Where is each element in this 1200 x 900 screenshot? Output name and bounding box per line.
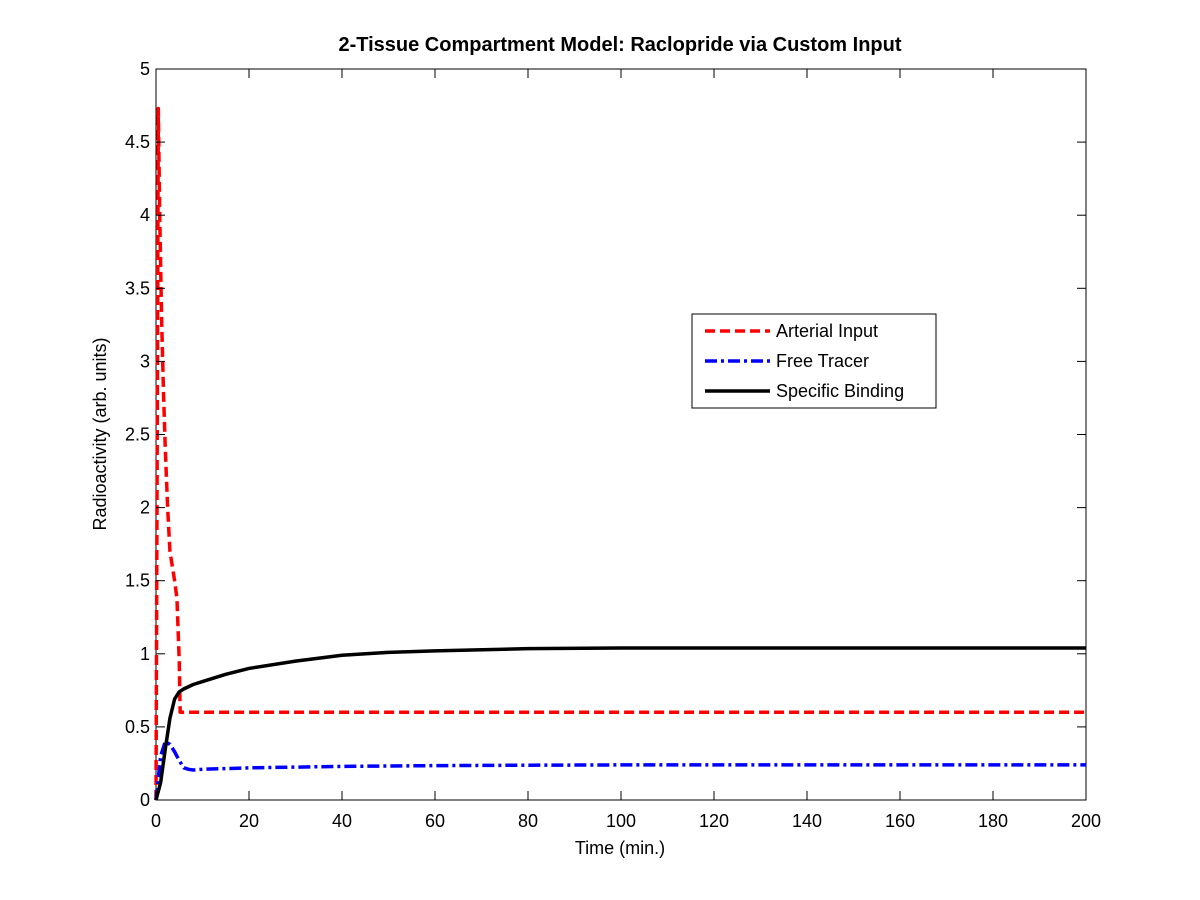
series-line-arterial-input	[154, 106, 1086, 801]
legend-label-arterial-input: Arterial Input	[776, 321, 878, 341]
plot-area	[155, 68, 1087, 801]
x-tick-label: 120	[699, 811, 729, 831]
legend-label-specific-binding: Specific Binding	[776, 381, 904, 401]
x-tick-label: 100	[606, 811, 636, 831]
x-tick-label: 80	[518, 811, 538, 831]
y-tick-label: 3.5	[125, 278, 150, 298]
x-tick-label: 60	[425, 811, 445, 831]
x-axis-label: Time (min.)	[575, 838, 665, 858]
series-line-specific-binding	[154, 646, 1086, 801]
chart-title: 2-Tissue Compartment Model: Raclopride v…	[338, 34, 901, 56]
y-tick-label: 3	[140, 351, 150, 371]
ticks-layer: 0 20 40 60 80 100 120 140 160 180 200 0 0.5 1 1.5 2 2.5 3…	[125, 59, 1101, 831]
y-tick-label: 2	[140, 498, 150, 518]
y-tick-label: 4.5	[125, 132, 150, 152]
x-tick-label: 140	[792, 811, 822, 831]
y-tick-label: 1	[140, 644, 150, 664]
x-tick-label: 40	[332, 811, 352, 831]
y-tick-label: 4	[140, 205, 150, 225]
x-tick-label: 20	[239, 811, 259, 831]
y-axis-label: Radioactivity (arb. units)	[90, 337, 110, 530]
y-tick-label: 2.5	[125, 425, 150, 445]
x-tick-label: 180	[978, 811, 1008, 831]
y-tick-label: 5	[140, 59, 150, 79]
y-tick-label: 0	[140, 790, 150, 810]
series-layer	[154, 106, 1086, 801]
x-tick-label: 200	[1071, 811, 1101, 831]
x-tick-label: 0	[151, 811, 161, 831]
x-tick-label: 160	[885, 811, 915, 831]
series-line-free-tracer	[154, 739, 1086, 801]
legend: Arterial Input Free Tracer Specific Bind…	[691, 313, 937, 409]
y-tick-label: 1.5	[125, 571, 150, 591]
y-tick-label: 0.5	[125, 717, 150, 737]
legend-label-free-tracer: Free Tracer	[776, 351, 869, 371]
